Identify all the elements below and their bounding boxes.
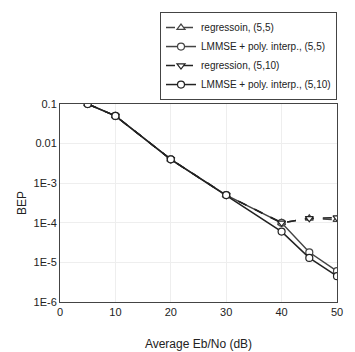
- svg-text:LMMSE + poly. interp., (5,5): LMMSE + poly. interp., (5,5): [201, 41, 325, 52]
- svg-text:BEP: BEP: [15, 191, 29, 215]
- svg-text:1E-4: 1E-4: [34, 217, 57, 229]
- svg-text:LMMSE + poly. interp., (5,10): LMMSE + poly. interp., (5,10): [201, 79, 331, 90]
- svg-text:1E-5: 1E-5: [34, 256, 57, 268]
- svg-text:1E-3: 1E-3: [34, 177, 57, 189]
- svg-text:1E-6: 1E-6: [34, 296, 57, 308]
- svg-text:0: 0: [57, 306, 63, 318]
- svg-text:30: 30: [220, 306, 232, 318]
- svg-text:regression, (5,10): regression, (5,10): [201, 60, 279, 71]
- svg-text:10: 10: [109, 306, 121, 318]
- svg-text:Average Eb/No (dB): Average Eb/No (dB): [145, 337, 252, 351]
- svg-text:20: 20: [165, 306, 177, 318]
- svg-text:0.1: 0.1: [42, 98, 57, 110]
- svg-text:regressoin, (5,5): regressoin, (5,5): [201, 22, 274, 33]
- svg-text:0.01: 0.01: [35, 137, 56, 149]
- svg-text:50: 50: [331, 306, 343, 318]
- svg-text:40: 40: [275, 306, 287, 318]
